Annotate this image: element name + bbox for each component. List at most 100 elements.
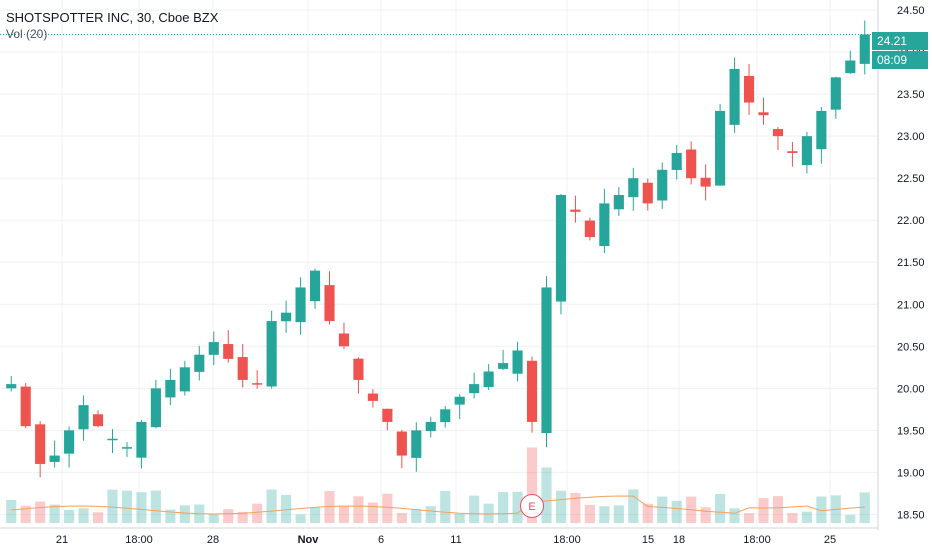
- candle-body: [758, 112, 769, 116]
- candle-body: [165, 379, 176, 398]
- time-tick-label: 18: [673, 534, 685, 546]
- bar-countdown-tag: 08:09: [872, 51, 928, 69]
- candle-body: [309, 270, 321, 302]
- price-tick-label: 21.00: [897, 299, 925, 311]
- volume-bar: [454, 513, 465, 523]
- candle-body: [136, 421, 147, 458]
- volume-bar: [700, 507, 711, 523]
- candle-body: [671, 152, 682, 170]
- volume-bar: [715, 493, 726, 523]
- last-price-tag: 24.21: [872, 32, 928, 50]
- volume-bar: [324, 491, 335, 523]
- candle-body: [816, 110, 827, 150]
- volume-bar: [367, 502, 378, 523]
- time-tick-label: 15: [642, 534, 654, 546]
- earnings-marker[interactable]: E: [520, 494, 544, 518]
- price-tick-label: 22.50: [897, 173, 925, 185]
- candle-body: [642, 182, 653, 204]
- candle-body: [6, 384, 17, 389]
- candle-body: [541, 287, 552, 434]
- candle-body: [526, 360, 538, 422]
- candle-body: [584, 220, 595, 238]
- volume-bar: [295, 514, 306, 523]
- volume-bar: [801, 511, 812, 523]
- volume-bar: [772, 496, 784, 523]
- candle-body: [498, 363, 509, 369]
- volume-bar: [787, 513, 798, 523]
- candle-body: [570, 209, 581, 212]
- volume-indicator-label[interactable]: Vol (20): [6, 27, 48, 41]
- price-tick-label: 20.50: [897, 341, 925, 353]
- price-tick-label: 23.00: [897, 131, 925, 143]
- candle-body: [338, 333, 350, 347]
- time-tick-label: 21: [56, 534, 68, 546]
- time-tick-label: Nov: [298, 534, 320, 546]
- time-tick-label: 11: [450, 534, 461, 546]
- candle-body: [396, 431, 407, 456]
- candle-body: [686, 149, 697, 179]
- candle-body: [483, 371, 494, 387]
- time-tick-label: 28: [207, 534, 219, 546]
- volume-bar: [20, 505, 31, 523]
- volume-bar: [353, 496, 364, 523]
- price-tick-label: 19.00: [897, 467, 925, 479]
- volume-bar: [425, 506, 436, 523]
- candle-body: [743, 75, 755, 103]
- candle-body: [700, 177, 711, 187]
- candle-body: [440, 409, 451, 423]
- volume-bar: [541, 467, 552, 523]
- candle-body: [223, 344, 234, 359]
- candle-body: [107, 438, 118, 441]
- candle-body: [266, 321, 277, 387]
- volume-bar: [483, 503, 494, 523]
- candle-body: [367, 393, 378, 401]
- volume-bar: [512, 491, 523, 523]
- volume-bar: [136, 492, 147, 523]
- symbol-title[interactable]: SHOTSPOTTER INC, 30, Cboe BZX: [6, 10, 219, 25]
- price-tick-label: 18.50: [897, 509, 925, 521]
- candle-body: [657, 169, 668, 201]
- volume-bar: [6, 500, 17, 523]
- volume-bar: [338, 505, 350, 523]
- volume-bar: [223, 509, 234, 523]
- volume-bar: [743, 513, 755, 523]
- candle-body: [35, 424, 46, 464]
- volume-bar: [657, 496, 668, 523]
- volume-bar: [266, 489, 277, 523]
- candle-body: [599, 203, 610, 247]
- candle-body: [78, 405, 89, 430]
- volume-bar: [584, 504, 595, 523]
- price-tick-label: 19.50: [897, 425, 925, 437]
- volume-bar: [35, 501, 46, 523]
- volume-bar: [92, 512, 104, 523]
- candle-body: [613, 194, 624, 210]
- candle-body: [729, 68, 740, 125]
- volume-bar: [671, 500, 682, 523]
- candle-body: [92, 414, 104, 427]
- candle-body: [295, 287, 306, 323]
- candle-body: [324, 285, 335, 322]
- volume-bar: [165, 509, 176, 523]
- candle-body: [801, 136, 812, 166]
- volume-bar: [179, 505, 190, 523]
- volume-bar: [628, 489, 639, 523]
- volume-bar: [107, 489, 118, 523]
- volume-bar: [49, 504, 60, 523]
- volume-bar: [599, 506, 610, 523]
- candle-body: [252, 383, 263, 385]
- candle-body: [150, 388, 161, 428]
- candle-body: [121, 447, 133, 449]
- volume-bar: [555, 490, 567, 523]
- price-tick-label: 21.50: [897, 257, 925, 269]
- candle-body: [179, 367, 190, 392]
- volume-bar: [642, 503, 653, 523]
- volume-bar: [859, 492, 870, 523]
- candle-body: [281, 312, 292, 322]
- candle-body: [845, 60, 856, 74]
- volume-bar: [758, 498, 769, 523]
- volume-bar: [309, 507, 321, 523]
- candle-body: [715, 110, 726, 186]
- candle-body: [830, 77, 841, 110]
